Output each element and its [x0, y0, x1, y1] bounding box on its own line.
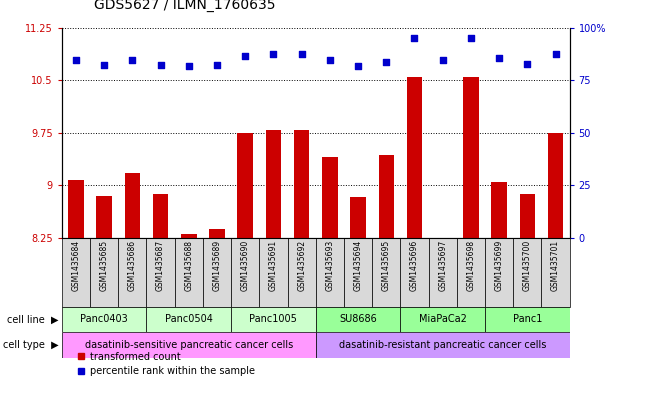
Text: GSM1435688: GSM1435688: [184, 240, 193, 291]
Bar: [288, 238, 316, 307]
Bar: [485, 238, 513, 307]
Text: Panc0403: Panc0403: [80, 314, 128, 324]
Bar: [231, 238, 259, 307]
Bar: [238, 133, 253, 238]
Point: [240, 53, 251, 59]
Text: GSM1435687: GSM1435687: [156, 240, 165, 291]
Bar: [153, 194, 169, 238]
Text: GSM1435686: GSM1435686: [128, 240, 137, 291]
Text: Panc1: Panc1: [512, 314, 542, 324]
Bar: [62, 332, 316, 358]
Text: Panc0504: Panc0504: [165, 314, 213, 324]
Point: [353, 63, 363, 69]
Bar: [519, 194, 535, 238]
Bar: [62, 238, 90, 307]
Text: dasatinib-resistant pancreatic cancer cells: dasatinib-resistant pancreatic cancer ce…: [339, 340, 546, 350]
Bar: [181, 234, 197, 238]
Bar: [316, 332, 570, 358]
Bar: [378, 155, 394, 238]
Text: GSM1435701: GSM1435701: [551, 240, 560, 291]
Text: cell line  ▶: cell line ▶: [7, 314, 59, 324]
Point: [71, 57, 81, 64]
Text: GSM1435697: GSM1435697: [438, 240, 447, 291]
Bar: [266, 130, 281, 238]
Bar: [513, 238, 542, 307]
Bar: [372, 238, 400, 307]
Text: GSM1435693: GSM1435693: [326, 240, 335, 291]
Point: [184, 63, 194, 69]
Point: [550, 51, 561, 57]
Bar: [407, 77, 422, 238]
Bar: [463, 77, 478, 238]
Text: GSM1435695: GSM1435695: [381, 240, 391, 291]
Bar: [457, 238, 485, 307]
Text: GSM1435700: GSM1435700: [523, 240, 532, 291]
Bar: [62, 307, 146, 332]
Text: dasatinib-sensitive pancreatic cancer cells: dasatinib-sensitive pancreatic cancer ce…: [85, 340, 293, 350]
Point: [465, 35, 476, 41]
Point: [212, 62, 222, 68]
Text: GSM1435684: GSM1435684: [72, 240, 81, 291]
Point: [381, 59, 391, 65]
Bar: [294, 130, 309, 238]
Bar: [316, 307, 400, 332]
Bar: [146, 238, 174, 307]
Point: [325, 57, 335, 64]
Bar: [209, 230, 225, 238]
Bar: [547, 133, 563, 238]
Point: [268, 51, 279, 57]
Point: [494, 55, 505, 61]
Bar: [428, 238, 457, 307]
Text: GSM1435699: GSM1435699: [495, 240, 504, 291]
Text: GSM1435689: GSM1435689: [212, 240, 221, 291]
Bar: [542, 238, 570, 307]
Bar: [316, 238, 344, 307]
Bar: [400, 238, 428, 307]
Point: [99, 62, 109, 68]
Bar: [400, 307, 485, 332]
Text: cell type  ▶: cell type ▶: [3, 340, 59, 350]
Bar: [146, 307, 231, 332]
Point: [409, 35, 420, 41]
Text: GSM1435692: GSM1435692: [297, 240, 306, 291]
Bar: [350, 197, 366, 238]
Text: SU8686: SU8686: [339, 314, 377, 324]
Legend: transformed count, percentile rank within the sample: transformed count, percentile rank withi…: [73, 348, 258, 380]
Bar: [96, 196, 112, 238]
Bar: [344, 238, 372, 307]
Text: Panc1005: Panc1005: [249, 314, 298, 324]
Bar: [259, 238, 288, 307]
Point: [437, 57, 448, 64]
Text: GSM1435691: GSM1435691: [269, 240, 278, 291]
Bar: [203, 238, 231, 307]
Bar: [492, 182, 507, 238]
Text: GSM1435685: GSM1435685: [100, 240, 109, 291]
Point: [296, 51, 307, 57]
Text: GSM1435696: GSM1435696: [410, 240, 419, 291]
Bar: [322, 157, 338, 238]
Text: GSM1435694: GSM1435694: [353, 240, 363, 291]
Text: MiaPaCa2: MiaPaCa2: [419, 314, 467, 324]
Bar: [231, 307, 316, 332]
Bar: [118, 238, 146, 307]
Bar: [90, 238, 118, 307]
Text: GSM1435690: GSM1435690: [241, 240, 250, 291]
Point: [522, 61, 533, 67]
Bar: [68, 180, 84, 238]
Point: [156, 62, 166, 68]
Text: GSM1435698: GSM1435698: [466, 240, 475, 291]
Bar: [174, 238, 203, 307]
Text: GDS5627 / ILMN_1760635: GDS5627 / ILMN_1760635: [94, 0, 276, 12]
Point: [127, 57, 137, 64]
Bar: [485, 307, 570, 332]
Bar: [124, 173, 140, 238]
